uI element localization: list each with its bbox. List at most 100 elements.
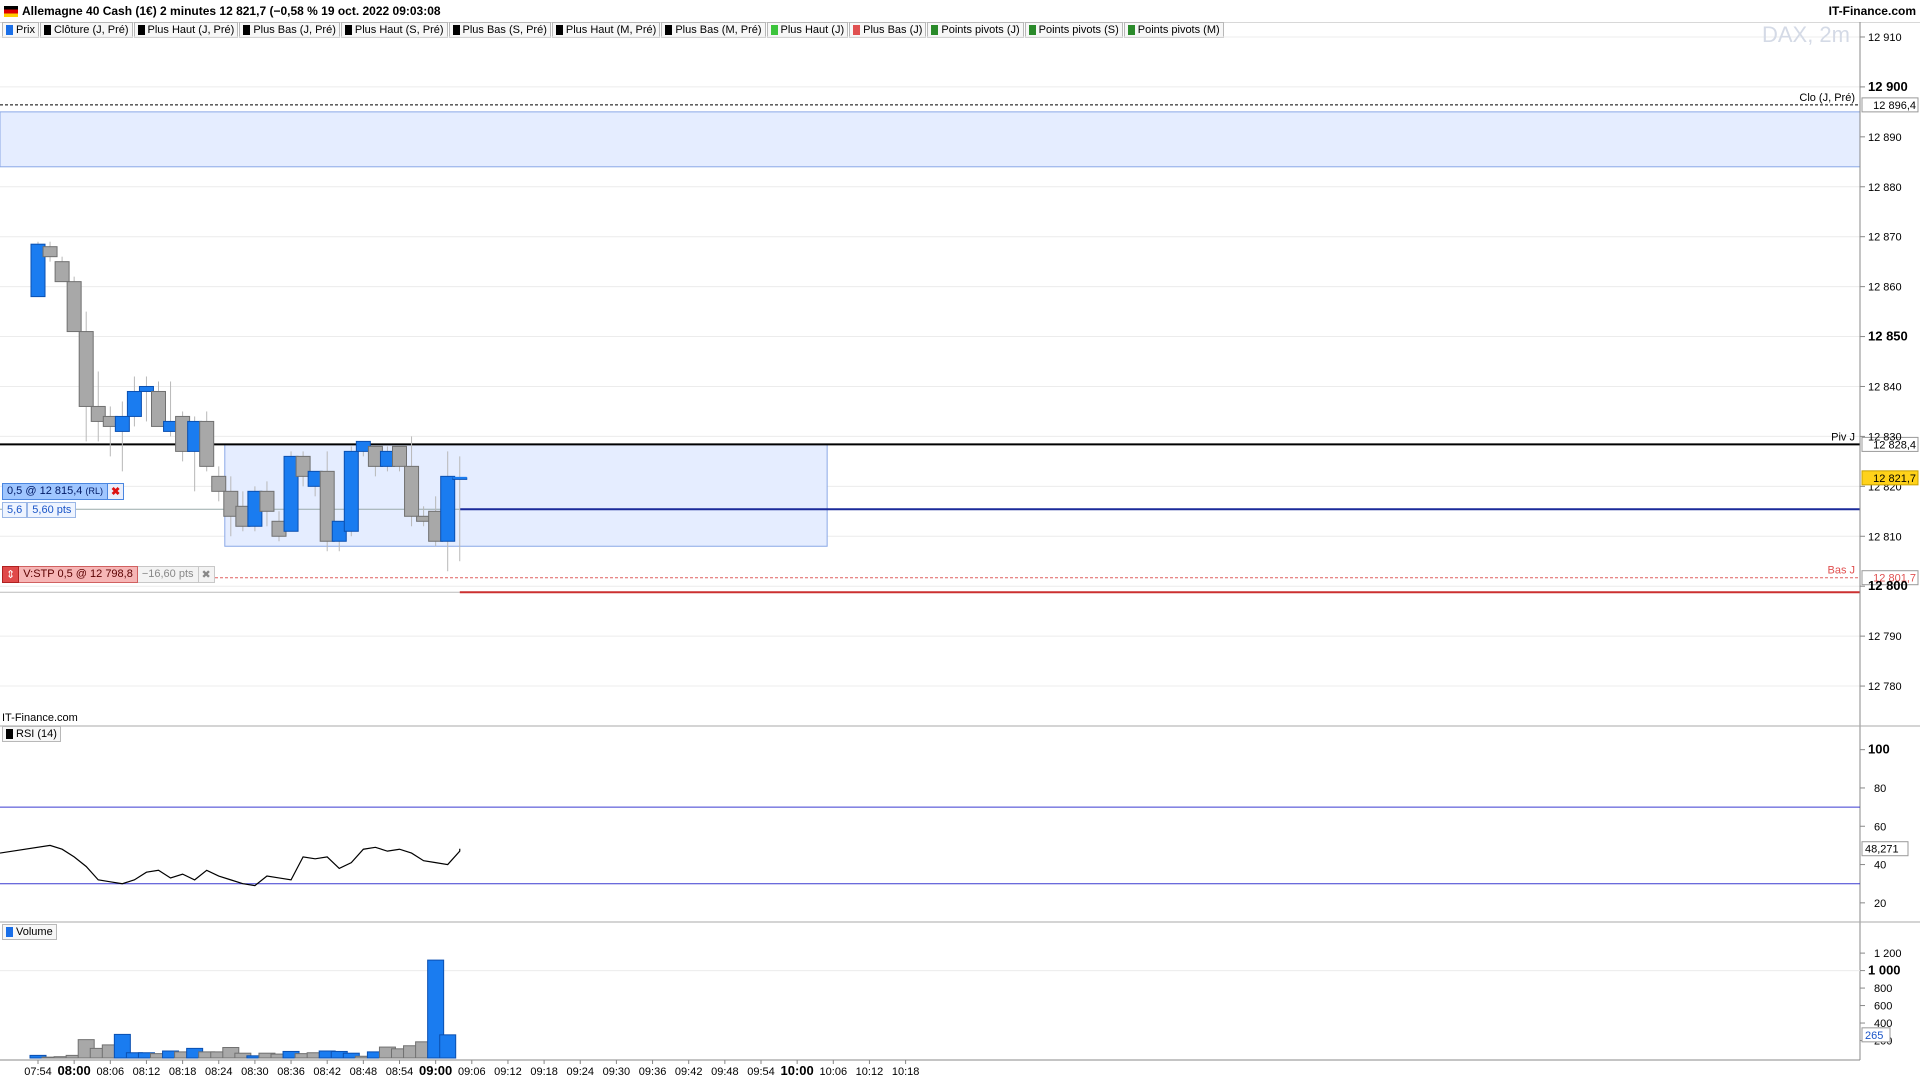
legend-item[interactable]: Plus Bas (J) — [849, 22, 927, 38]
legend-swatch-icon — [344, 25, 352, 35]
legend-swatch-icon — [770, 25, 778, 35]
rsi-panel-label[interactable]: RSI (14) — [2, 726, 61, 742]
price-tick-label: 12 780 — [1868, 681, 1902, 693]
limit-order-tag[interactable]: 0,5 @ 12 815,4 (RL) ✖ — [2, 483, 125, 500]
legend-item[interactable]: Plus Bas (J, Pré) — [239, 22, 340, 38]
candle-body — [283, 455, 299, 532]
price-tick-label: 12 880 — [1868, 182, 1902, 194]
legend-swatch-icon — [452, 25, 460, 35]
germany-flag-icon — [4, 5, 18, 17]
indicator-legend: Prix Clôture (J, Pré) Plus Haut (J, Pré) Pl… — [2, 22, 1225, 38]
time-tick-label: 08:42 — [313, 1066, 341, 1078]
rsi-last-label: 48,271 — [1865, 844, 1899, 856]
time-tick-label: 09:06 — [458, 1066, 486, 1078]
time-tick-label: 09:36 — [639, 1066, 667, 1078]
time-tick-label: 09:12 — [494, 1066, 522, 1078]
volume-panel-label[interactable]: Volume — [2, 924, 57, 940]
legend-label: Points pivots (M) — [1137, 24, 1220, 36]
time-tick-label: 09:18 — [530, 1066, 558, 1078]
volume-last-label: 265 — [1865, 1030, 1883, 1042]
candle-body — [392, 445, 407, 467]
volume-tick-label: 800 — [1874, 983, 1892, 995]
limit-order-label[interactable]: 0,5 @ 12 815,4 (RL) — [2, 483, 108, 500]
price-tick-label: 12 910 — [1868, 32, 1902, 44]
cancel-limit-order-button[interactable]: ✖ — [107, 483, 125, 500]
volume-tick-label: 1 000 — [1868, 963, 1901, 978]
legend-item[interactable]: Plus Haut (S, Pré) — [340, 22, 448, 38]
rsi-tick-label: 80 — [1874, 783, 1886, 795]
legend-item[interactable]: Plus Bas (M, Pré) — [661, 22, 766, 38]
legend-item[interactable]: Plus Haut (M, Pré) — [551, 22, 661, 38]
price-tick-label: 12 800 — [1868, 578, 1908, 593]
legend-item[interactable]: Clôture (J, Pré) — [39, 22, 133, 38]
candle-body — [66, 281, 82, 333]
candle-body — [126, 390, 142, 417]
legend-item[interactable]: Prix — [2, 22, 39, 38]
legend-label: Clôture (J, Pré) — [53, 24, 129, 36]
level-name-label: Bas J — [1827, 565, 1855, 577]
time-tick-label: 09:54 — [747, 1066, 775, 1078]
candle-body — [114, 415, 130, 432]
watermark-site: IT-Finance.com — [2, 712, 78, 724]
legend-label: Plus Bas (M, Pré) — [675, 24, 762, 36]
price-tick-label: 12 830 — [1868, 431, 1902, 443]
level-name-label: Piv J — [1831, 431, 1855, 443]
candle-body — [42, 246, 58, 258]
volume-tick-label: 1 200 — [1874, 948, 1902, 960]
volume-title: Volume — [16, 926, 53, 938]
price-zone — [0, 111, 1861, 168]
time-tick-label: 09:48 — [711, 1066, 739, 1078]
time-tick-label: 08:12 — [133, 1066, 161, 1078]
rsi-tick-label: 40 — [1874, 860, 1886, 872]
price-tick-label: 12 870 — [1868, 232, 1902, 244]
legend-item[interactable]: Plus Bas (S, Pré) — [448, 22, 551, 38]
legend-swatch-icon — [1127, 25, 1135, 35]
volume-bar — [342, 1052, 360, 1059]
legend-label: Plus Bas (J) — [863, 24, 923, 36]
time-tick-label: 09:42 — [675, 1066, 703, 1078]
level-price-box — [1861, 97, 1919, 113]
legend-item[interactable]: Points pivots (M) — [1123, 22, 1224, 38]
volume-tick-label: 400 — [1874, 1018, 1892, 1030]
stop-order-label[interactable]: V:STP 0,5 @ 12 798,8 — [19, 566, 138, 583]
candle-body — [54, 261, 70, 283]
cancel-stop-order-button[interactable]: ✖ — [198, 566, 215, 583]
candle-body — [151, 390, 166, 427]
time-tick-label: 10:00 — [781, 1063, 814, 1078]
price-tick-label: 12 850 — [1868, 329, 1908, 344]
volume-tick-label: 600 — [1874, 1001, 1892, 1013]
price-tick-label: 12 860 — [1868, 282, 1902, 294]
limit-order-pts: 5,60 pts — [27, 502, 77, 518]
candle-body — [440, 475, 456, 542]
legend-label: Points pivots (J) — [941, 24, 1020, 36]
volume-swatch-icon — [6, 927, 13, 937]
volume-bar — [427, 959, 445, 1059]
level-price-label: 12 801,7 — [1873, 573, 1916, 585]
legend-label: Points pivots (S) — [1038, 24, 1119, 36]
legend-swatch-icon — [6, 25, 13, 35]
candle-body — [211, 475, 227, 492]
time-tick-label: 08:00 — [58, 1063, 91, 1078]
legend-label: Plus Haut (M, Pré) — [565, 24, 657, 36]
drag-handle-icon[interactable]: ⇕ — [2, 566, 20, 583]
time-tick-label: 09:30 — [603, 1066, 631, 1078]
stop-order-pts: −16,60 pts — [137, 566, 199, 583]
symbol-watermark: DAX, 2m — [1762, 22, 1850, 47]
limit-order-info: 5,6 5,60 pts — [2, 502, 77, 518]
stop-order-tag[interactable]: ⇕ V:STP 0,5 @ 12 798,8 −16,60 pts ✖ — [2, 566, 215, 583]
legend-swatch-icon — [931, 25, 939, 35]
time-tick-label: 10:12 — [856, 1066, 884, 1078]
legend-swatch-icon — [137, 25, 145, 35]
level-price-label: 12 896,4 — [1873, 100, 1916, 112]
time-tick-label: 08:18 — [169, 1066, 197, 1078]
legend-item[interactable]: Points pivots (J) — [927, 22, 1024, 38]
legend-item[interactable]: Plus Haut (J, Pré) — [133, 22, 239, 38]
legend-item[interactable]: Points pivots (S) — [1024, 22, 1123, 38]
price-tick-label: 12 900 — [1868, 79, 1908, 94]
legend-swatch-icon — [1028, 25, 1036, 35]
legend-item[interactable]: Plus Haut (J) — [766, 22, 849, 38]
candle-body — [295, 455, 311, 477]
last-price-box — [1861, 470, 1919, 486]
legend-swatch-icon — [43, 25, 51, 35]
